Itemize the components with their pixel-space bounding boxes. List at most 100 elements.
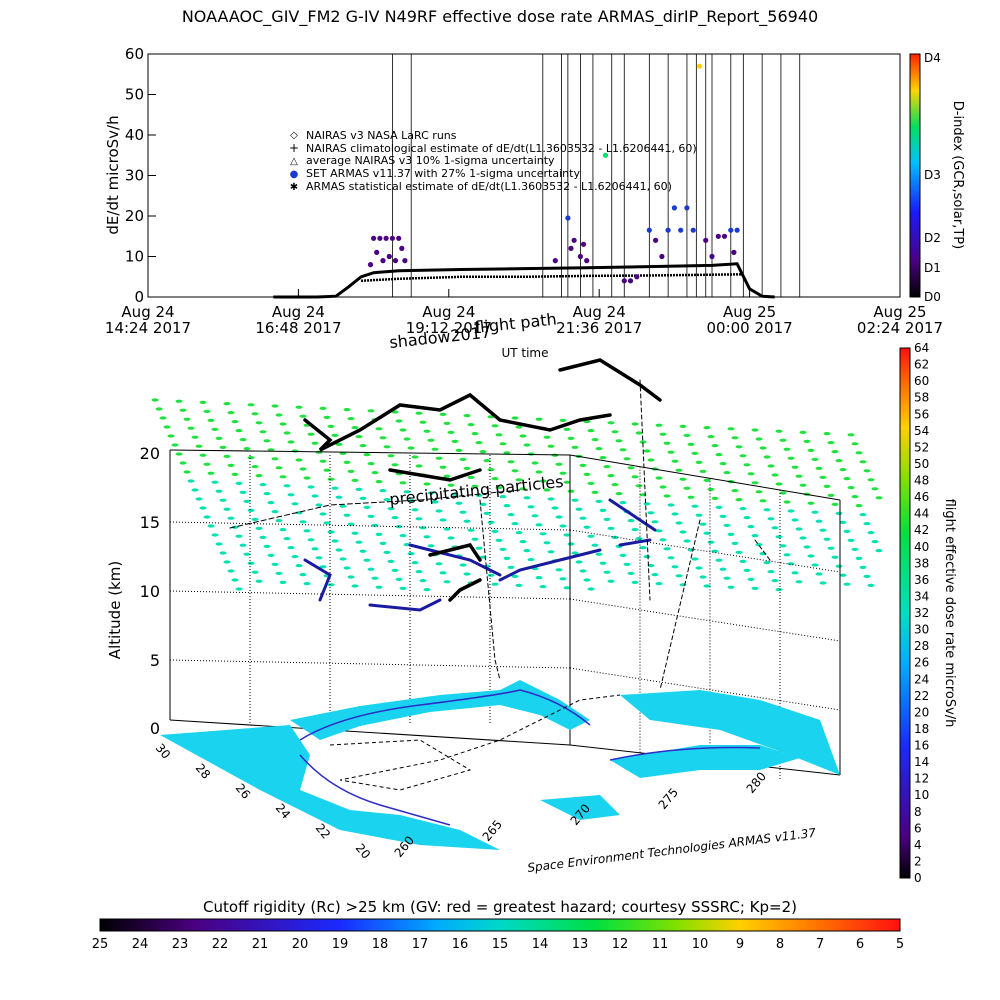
dose-grid-dot — [731, 436, 739, 440]
dose-grid-dot — [363, 505, 371, 509]
dose-grid-dot — [787, 562, 795, 566]
dose-grid-dot — [803, 545, 811, 549]
legend-entry-set-armas: ● SET ARMAS v11.37 with 27% 1-sigma unce… — [290, 167, 581, 180]
dose-grid-dot — [363, 558, 371, 562]
dose-grid-dot — [539, 479, 547, 483]
dose-tick-label: 44 — [914, 507, 929, 521]
dose-tick-label: 62 — [914, 358, 929, 372]
dose-grid-dot — [547, 497, 555, 501]
dose-grid-dot — [231, 472, 239, 476]
dose-grid-dot — [627, 571, 635, 576]
dose-grid-dot — [451, 492, 459, 496]
dose-grid-dot — [703, 478, 711, 482]
dose-grid-dot — [631, 580, 639, 585]
dose-grid-dot — [791, 571, 799, 575]
dose-grid-dot — [391, 516, 399, 520]
series-set-armas-point — [684, 205, 690, 211]
dose-grid-dot — [207, 471, 215, 475]
dose-grid-dot — [595, 552, 603, 556]
dose-grid-dot — [847, 486, 855, 490]
dose-grid-dot — [299, 467, 307, 471]
series-set-armas-point — [571, 237, 577, 243]
legend-label: NAIRAS v3 NASA LaRC runs — [306, 129, 457, 142]
dose-grid-dot — [455, 501, 463, 505]
dose-grid-dot — [815, 519, 823, 523]
dose-tick-label: 56 — [914, 407, 929, 421]
dose-grid-dot — [739, 507, 747, 511]
dose-grid-dot — [475, 546, 483, 550]
dose-grid-dot — [511, 469, 519, 473]
legend-label: ARMAS statistical estimate of dE/dt(L1.3… — [306, 180, 672, 193]
dose-grid-dot — [439, 412, 447, 416]
annotation-shadow: shadow2017 — [388, 322, 491, 352]
dose-grid-dot — [491, 582, 499, 586]
dose-grid-dot — [839, 468, 847, 472]
legend-label: SET ARMAS v11.37 with 27% 1-sigma uncert… — [306, 167, 580, 180]
dose-grid-dot — [427, 438, 435, 442]
dose-grid-dot — [655, 423, 663, 427]
dose-grid-dot — [803, 439, 811, 443]
dose-grid-dot — [799, 536, 807, 540]
dose-grid-dot — [439, 518, 447, 522]
dose-tick-label: 2 — [914, 854, 922, 868]
dose-grid-dot — [251, 517, 259, 522]
dose-grid-dot — [275, 519, 283, 523]
dose-grid-dot — [479, 502, 487, 506]
dose-grid-dot — [391, 463, 399, 467]
dose-grid-dot — [315, 556, 323, 560]
dose-grid-dot — [759, 446, 767, 450]
dose-grid-dot — [735, 498, 743, 502]
dose-grid-dot — [667, 556, 675, 560]
dose-grid-dot — [843, 477, 851, 481]
dose-grid-dot — [819, 528, 827, 532]
dose-grid-dot — [839, 573, 847, 577]
dose-grid-dot — [831, 555, 839, 559]
dose-grid-dot — [583, 472, 591, 476]
dose-grid-dot — [563, 533, 571, 537]
dose-grid-dot — [503, 504, 511, 508]
series-set-armas-point — [728, 227, 734, 233]
dose-grid-dot — [847, 538, 855, 543]
dose-grid-dot — [347, 575, 355, 579]
altitude-gridline — [169, 590, 571, 600]
latitude-tick-label: 28 — [193, 761, 214, 782]
flight-path-elevated — [303, 498, 657, 612]
dose-grid-dot — [207, 418, 215, 422]
dose-grid-dot — [415, 517, 423, 521]
dose-grid-dot — [331, 539, 339, 543]
dose-grid-dot — [727, 585, 735, 589]
dose-grid-dot — [151, 398, 159, 402]
dose-grid-dot — [319, 512, 327, 516]
x-tick-label-date: Aug 24 — [422, 303, 475, 321]
dose-grid-dot — [575, 560, 583, 564]
dose-grid-dot — [419, 420, 427, 424]
x-tick-label-time: 02:24 2017 — [857, 319, 943, 337]
dose-grid-dot — [399, 534, 407, 538]
altitude-tick-label: 5 — [150, 651, 160, 670]
dose-grid-dot — [835, 564, 843, 568]
dose-grid-dot — [379, 541, 387, 546]
dose-grid-dot — [255, 579, 263, 583]
dose-colorbar: 0246810121416182022242628303234363840424… — [899, 341, 957, 885]
longitude-tick-label: 275 — [656, 785, 681, 812]
dose-grid-dot — [851, 547, 859, 552]
altitude-tick-label: 0 — [150, 719, 160, 738]
dose-grid-dot — [239, 490, 247, 494]
y-tick-label: 20 — [125, 207, 144, 225]
dose-grid-dot — [767, 570, 775, 574]
latitude-tick-label: 30 — [153, 741, 174, 762]
dose-grid-dot — [747, 525, 755, 529]
dose-grid-dot — [251, 412, 259, 416]
dose-grid-dot — [711, 444, 719, 448]
dose-grid-dot — [367, 409, 375, 413]
dose-grid-dot — [443, 474, 451, 478]
dose-grid-dot — [379, 489, 387, 493]
dose-grid-dot — [579, 516, 587, 520]
series-set-armas-point — [399, 245, 405, 251]
dose-grid-dot — [347, 522, 355, 526]
dose-grid-dot — [243, 447, 251, 451]
dose-grid-dot — [443, 527, 451, 531]
dose-grid-dot — [327, 530, 335, 534]
dose-grid-dot — [751, 481, 759, 485]
dose-grid-dot — [195, 497, 203, 501]
